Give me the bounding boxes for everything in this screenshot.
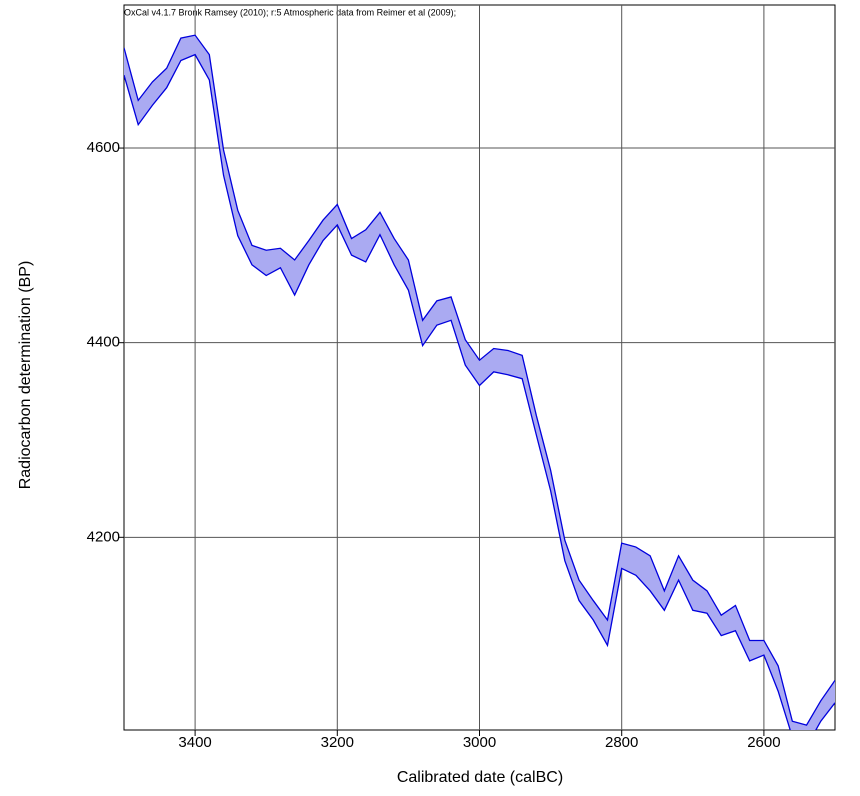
band-edge: [124, 34, 835, 726]
y-tick-label: 4200: [87, 528, 120, 545]
x-tick-label: 2600: [747, 734, 780, 751]
band-fill: [124, 35, 835, 730]
y-axis-label: Radiocarbon determination (BP): [17, 261, 34, 490]
x-axis-label: Calibrated date (calBC): [397, 769, 563, 786]
x-tick-label: 3000: [463, 734, 496, 751]
x-tick-label: 3400: [178, 734, 211, 751]
x-tick-label: 2800: [605, 734, 638, 751]
y-tick-label: 4400: [87, 334, 120, 351]
y-tick-label: 4600: [87, 139, 120, 156]
ticks: 3400 3200 3000 2800 2600 4200 4400 4600: [87, 139, 781, 751]
band-edge: [124, 53, 835, 730]
grid: [124, 5, 835, 730]
plot-area: [124, 34, 835, 730]
chart-title: OxCal v4.1.7 Bronk Ramsey (2010); r:5 At…: [124, 7, 456, 17]
x-tick-label: 3200: [321, 734, 354, 751]
